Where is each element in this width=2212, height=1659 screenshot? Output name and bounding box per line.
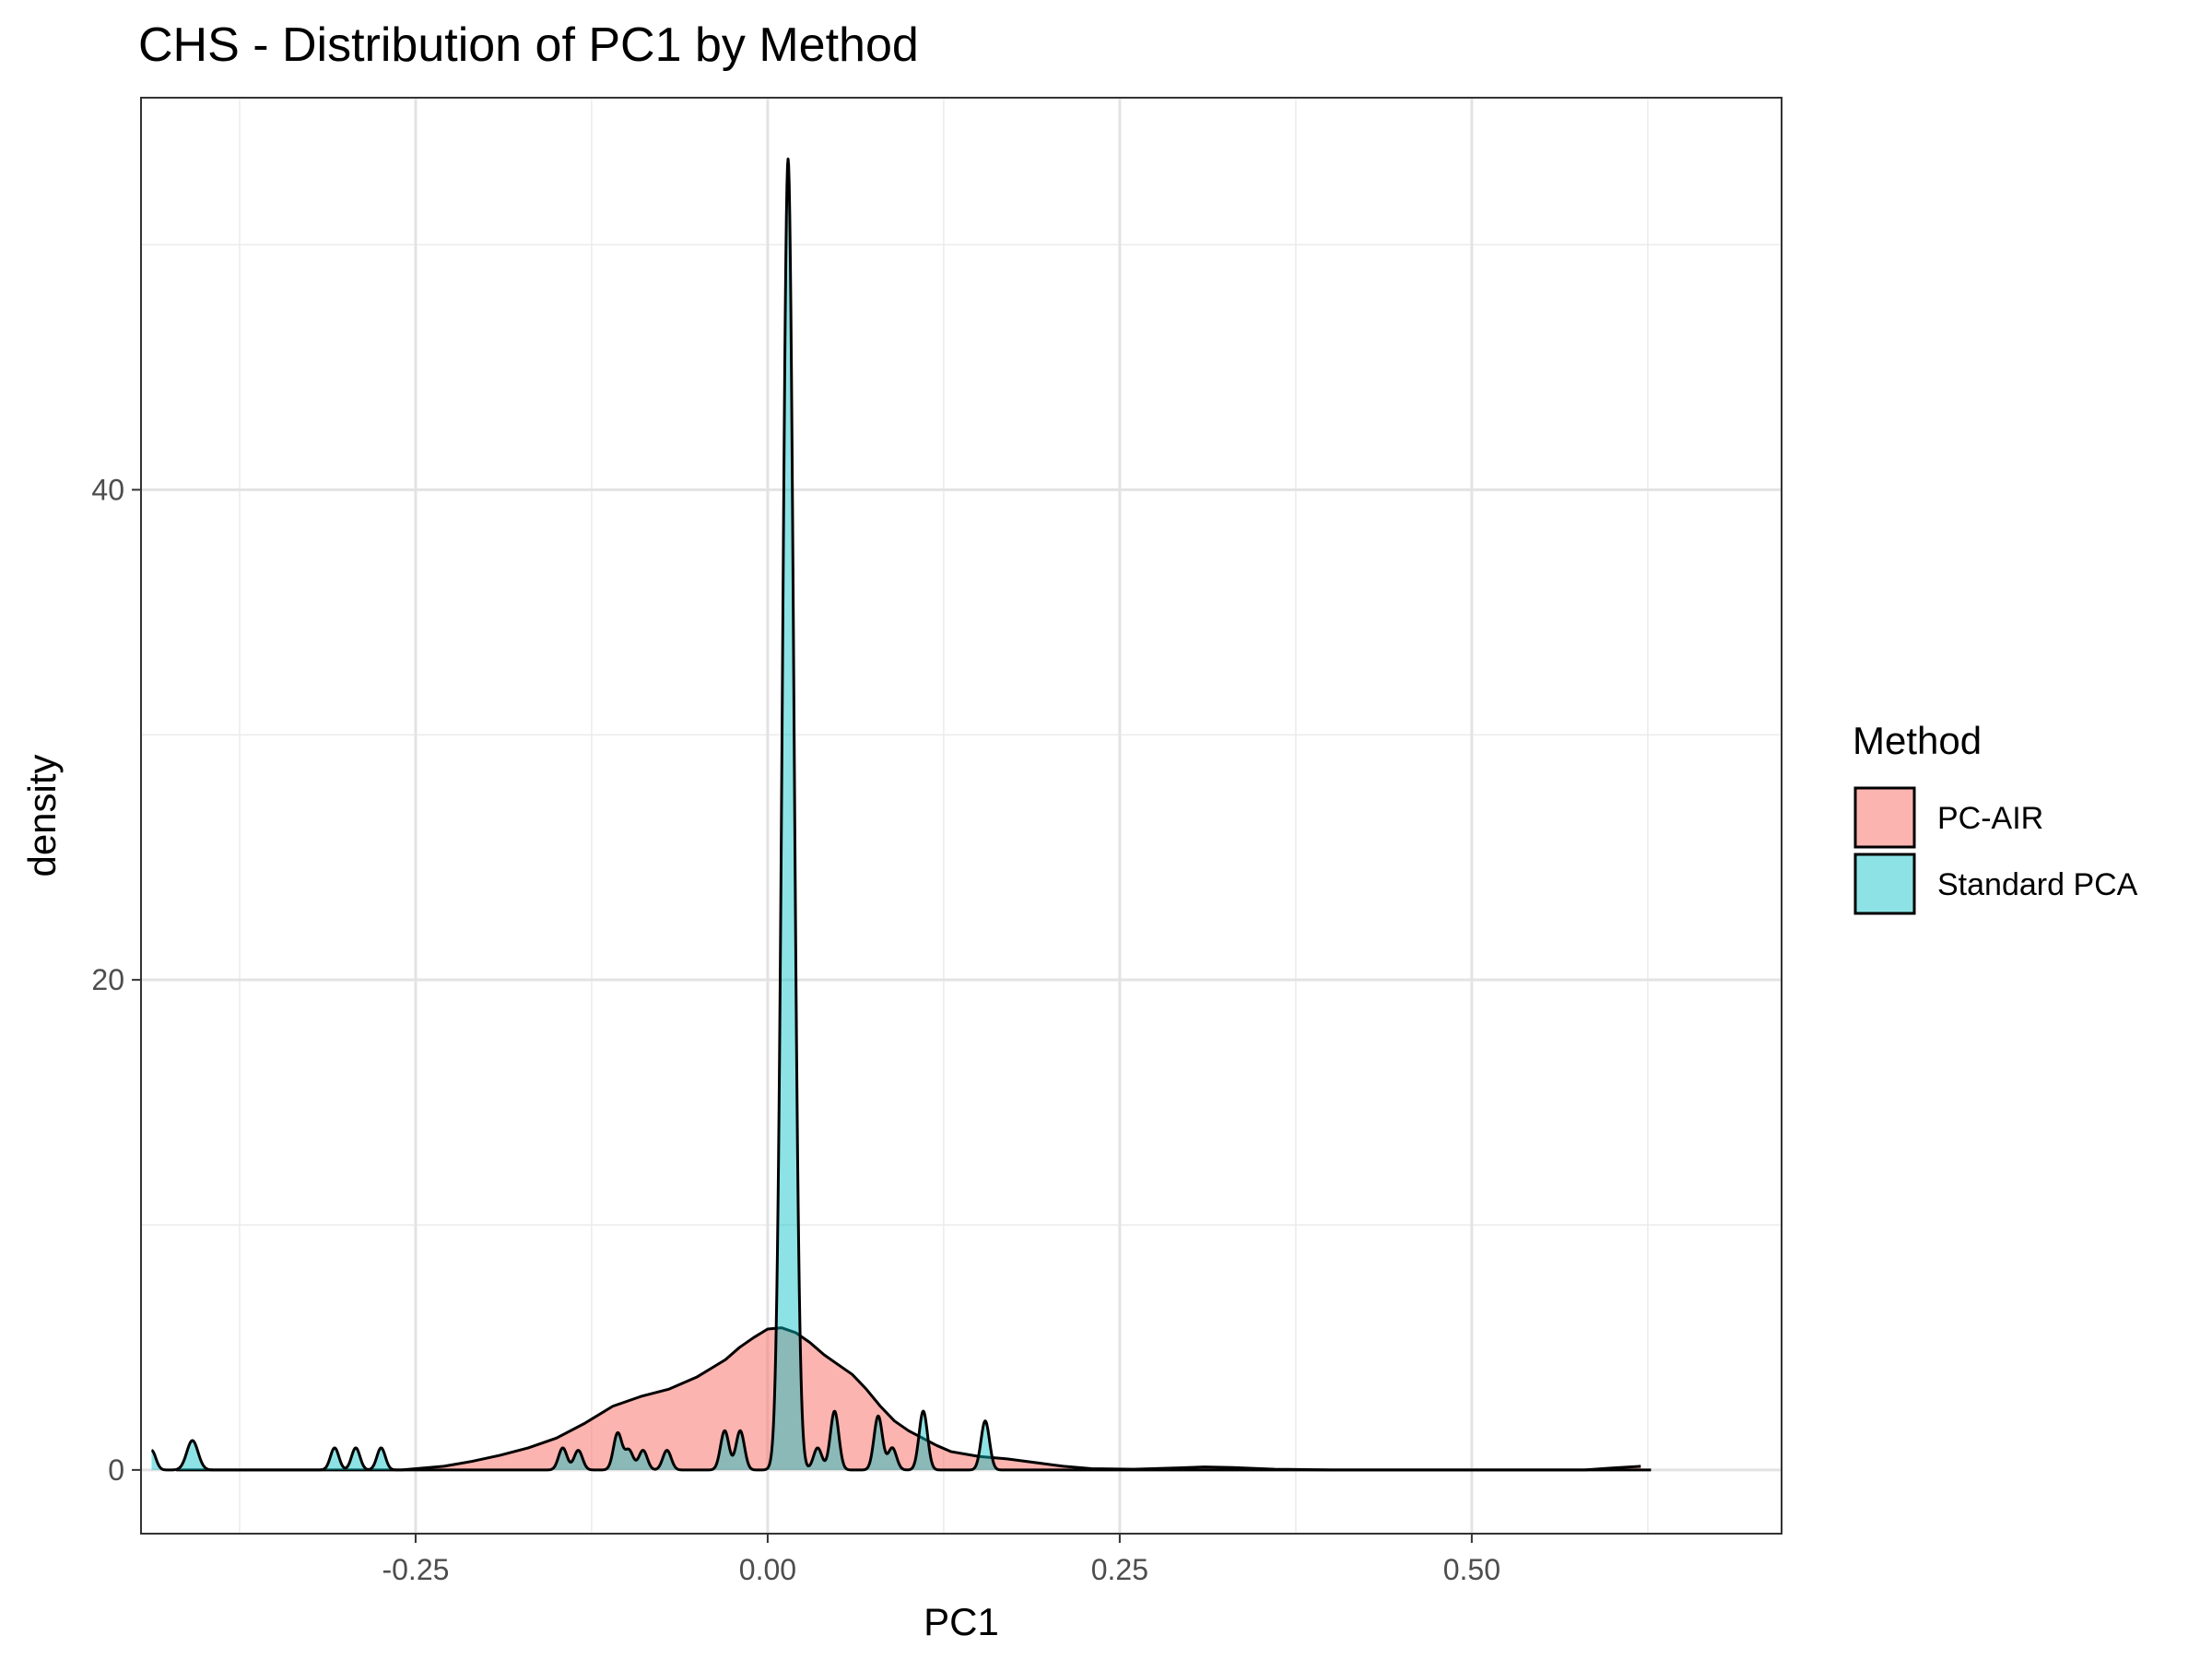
major-gridlines: [141, 98, 1782, 1534]
legend-key-background: [1854, 853, 1915, 914]
x-axis: -0.25 0.00 0.25 0.50: [382, 1534, 1500, 1586]
y-axis: 0 20 40: [91, 473, 141, 1487]
y-tick-label: 40: [91, 473, 124, 506]
x-tick-label: 0.50: [1443, 1553, 1500, 1586]
legend-title: Method: [1853, 719, 1982, 762]
legend-label: Standard PCA: [1937, 867, 2138, 902]
legend: Method PC-AIR Standard PCA: [1853, 719, 2138, 915]
legend-key-swatch: [1853, 786, 1916, 849]
legend-key-swatch: [1853, 853, 1916, 915]
pc-air-density-line: [176, 1326, 1641, 1472]
x-tick-label: 0.25: [1091, 1553, 1148, 1586]
y-axis-title: density: [20, 754, 64, 877]
chart-title: CHS - Distribution of PC1 by Method: [138, 18, 919, 72]
legend-label: PC-AIR: [1937, 801, 2043, 836]
y-tick-label: 20: [91, 963, 124, 996]
panel-border: [140, 97, 1783, 1535]
y-tick-label: 0: [108, 1453, 124, 1487]
pc-air-density-area: [176, 1327, 1641, 1470]
plot-panel: [140, 97, 1783, 1535]
legend-items: PC-AIR Standard PCA: [1853, 786, 2138, 915]
x-tick-label: 0.00: [739, 1553, 796, 1586]
x-axis-title: PC1: [924, 1600, 999, 1643]
panel-background: [141, 98, 1782, 1534]
density-series: [150, 157, 1653, 1472]
standard-pca-density-line: [150, 157, 1653, 1472]
legend-item: PC-AIR: [1853, 786, 2043, 849]
x-tick-label: -0.25: [382, 1553, 449, 1586]
legend-item: Standard PCA: [1853, 853, 2138, 915]
